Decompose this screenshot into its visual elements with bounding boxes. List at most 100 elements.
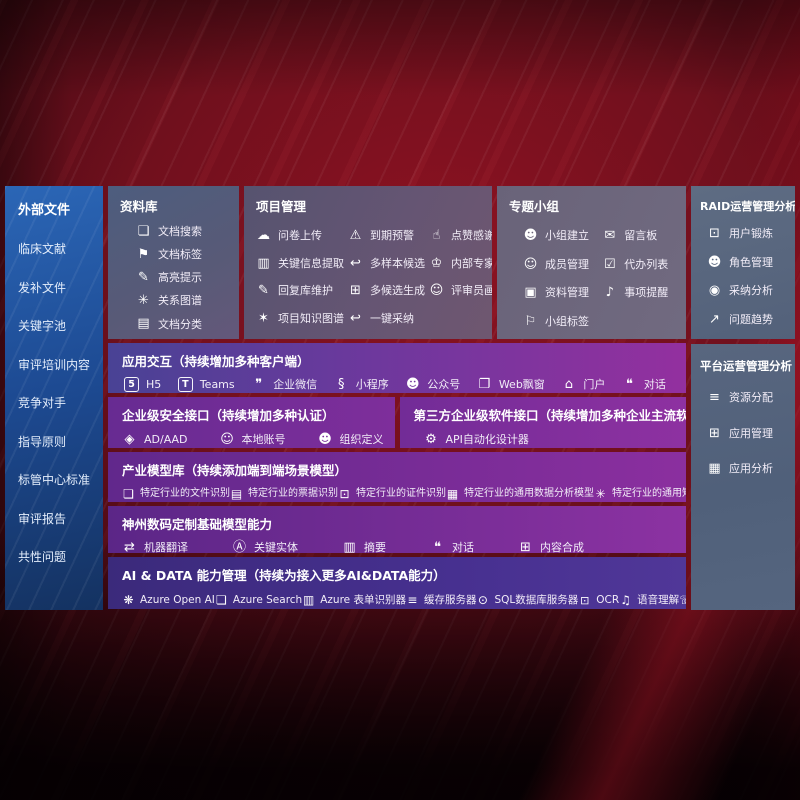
feature-item: ◈ AD/AAD	[122, 432, 188, 448]
feature-item-label: 特定行业的通用数据分析模型	[464, 488, 594, 500]
local-account-icon: ☺	[220, 432, 234, 447]
feature-item-label: 高亮提示	[158, 271, 202, 285]
reminder-bell-icon: ♪	[605, 285, 614, 301]
api-designer-icon: ⚙	[425, 432, 437, 447]
project-panel-items: ☁ 问卷上传 ⚠ 到期预警 ☝ 点赞感谢 ▥ 关键信息提取 ↩	[256, 228, 492, 327]
feature-item-label: 角色管理	[729, 255, 773, 269]
feature-item: ⊡ OCR	[578, 594, 619, 607]
feature-item: ▦ 特定行业的通用数据分析模型	[446, 487, 594, 501]
interface-rows: 企业级安全接口（持续增加多种认证） ◈ AD/AAD ☺ 本地账号 ☻ 组织定义	[108, 397, 686, 448]
feature-item: ↩ 一键采纳	[348, 311, 425, 327]
sidebar-item: 审评培训内容	[18, 356, 97, 373]
feature-item-label: 缓存服务器	[423, 593, 477, 606]
official-account-icon: ☻	[406, 377, 420, 392]
feature-item-label: 门户	[583, 378, 606, 392]
group-panel-title: 专题小组	[509, 199, 560, 214]
cache-server-icon: ≡	[407, 593, 418, 607]
feature-item-label: Web飘窗	[498, 378, 545, 392]
feature-item: ❝ 对话	[622, 377, 666, 393]
feature-item-label: 特定行业的文件识别	[140, 488, 230, 500]
message-board-icon: ✉	[604, 228, 616, 243]
feature-item: ♫ 语音理解	[619, 593, 679, 607]
project-panel-title: 项目管理	[256, 199, 307, 214]
sidebar-item: 标管中心标准	[18, 471, 97, 488]
feature-item-label: 本地账号	[241, 433, 286, 447]
speech-understanding-icon: ♫	[620, 593, 632, 607]
feature-item: ⚠ 到期预警	[348, 228, 425, 244]
feature-item: ❐ Web飘窗	[477, 377, 545, 393]
feature-item-label: 公众号	[427, 378, 461, 392]
tts-icon: ☏	[679, 593, 686, 607]
feature-item: ▥ 摘要	[342, 540, 386, 553]
sidebar-item: 审评报告	[18, 510, 97, 527]
feature-item: ☝ 点赞感谢	[429, 228, 492, 244]
h5-icon: 5	[124, 377, 139, 393]
feature-item: ⚙ API自动化设计器	[424, 432, 529, 448]
feature-item: ❏ 特定行业的文件识别	[122, 487, 230, 501]
feature-item-label: 点赞感谢	[451, 229, 492, 243]
feature-item: ☺ 成员管理	[523, 257, 598, 273]
feature-item-label: 问卷上传	[278, 229, 322, 243]
feature-item-label: 特定行业的通用知识图谱模型	[612, 488, 686, 500]
feature-item-label: 项目知识图谱	[278, 311, 344, 325]
sidebar-item-label: 关键字池	[18, 319, 67, 333]
feature-item: ▥ 关键信息提取	[256, 256, 344, 272]
feature-item: ♪ 事项提醒	[602, 285, 674, 301]
feature-item: ☻ 组织定义	[318, 432, 383, 448]
mini-program-icon: §	[337, 377, 345, 392]
member-management-icon: ☺	[523, 256, 538, 272]
feature-item: ▥ Azure 表单识别器	[302, 593, 406, 607]
feature-item-label: 应用管理	[729, 426, 773, 440]
machine-translation-icon: ⇄	[124, 540, 135, 553]
user-card-icon: ⊡	[709, 226, 720, 241]
feature-item: ▤ 特定行业的票据识别	[230, 487, 338, 501]
feature-item-label: 事项提醒	[624, 286, 669, 300]
todo-list-icon: ☑	[603, 256, 616, 272]
sidebar-item-label: 指导原则	[18, 434, 67, 449]
document-category-icon: ▤	[137, 316, 150, 332]
feature-item: ☁ 问卷上传	[256, 228, 344, 244]
feature-item: ⊞ 多候选生成	[348, 283, 425, 299]
file-recognition-icon: ❏	[123, 487, 134, 501]
platform-analysis-panel: 平台运营管理分析 ≡ 资源分配 ⊞ 应用管理 ▦ 应用分析	[691, 344, 795, 610]
ad-aad-icon: ◈	[124, 432, 135, 447]
feature-item: ❏ Azure Search	[215, 593, 302, 607]
sidebar-item-label: 共性问题	[18, 550, 67, 564]
sidebar-item: 竞争对手	[18, 394, 97, 411]
thumbs-up-icon: ☝	[432, 228, 441, 243]
adoption-analysis-icon: ◉	[708, 283, 721, 299]
feature-item-label: 对话	[452, 541, 474, 553]
ai-data-row: AI & DATA 能力管理（持续为接入更多AI&DATA能力） ❋ Azure…	[108, 557, 686, 609]
app-interaction-title: 应用交互（持续增加多种客户端）	[122, 354, 310, 369]
app-analysis-icon: ▦	[708, 461, 721, 477]
receipt-recognition-icon: ▤	[230, 487, 243, 501]
feature-item: ≡ 缓存服务器	[406, 593, 477, 607]
document-tag-icon: ⚑	[137, 247, 150, 263]
feature-item: ☻ 角色管理	[707, 255, 789, 271]
feature-item: ▦ 应用分析	[707, 461, 789, 477]
project-knowledge-graph-icon: ✶	[258, 310, 269, 326]
knowledge-graph-model-icon: ✳	[595, 487, 606, 501]
material-management-icon: ▣	[524, 285, 537, 301]
chat-icon: ❝	[434, 540, 441, 553]
feature-item-label: 对话	[643, 378, 666, 392]
industry-model-row: 产业模型库（持续添加端到端场景模型） ❏ 特定行业的文件识别 ▤ 特定行业的票据…	[108, 452, 686, 502]
feature-item-label: 小组建立	[545, 229, 589, 243]
feature-item-label: 资料管理	[545, 286, 589, 300]
group-panel-items: ☻ 小组建立 ✉ 留言板 ☺ 成员管理 ☑ 代办列表 ▣	[509, 228, 674, 329]
raid-panel-title: RAID运营管理分析	[700, 200, 795, 213]
feature-item-label: 成员管理	[545, 257, 589, 271]
feature-item-label: 用户锻炼	[729, 227, 773, 241]
cloud-upload-icon: ☁	[257, 228, 270, 243]
feature-item-label: 留言板	[624, 229, 658, 243]
base-model-row-items: ⇄ 机器翻译 Ⓐ 关键实体 ▥ 摘要 ❝ 对话 ⊞ 内容合成	[122, 539, 672, 553]
expert-ranking-icon: ♔	[430, 255, 443, 271]
feature-item-label: 关键信息提取	[278, 256, 344, 270]
azure-search-icon: ❏	[216, 593, 227, 607]
feature-item-label: 资源分配	[729, 391, 773, 405]
base-model-row: 神州数码定制基础模型能力 ⇄ 机器翻译 Ⓐ 关键实体 ▥ 摘要 ❝ 对话	[108, 506, 686, 553]
sidebar-item-label: 标管中心标准	[18, 473, 91, 487]
wechat-work-icon: ❞	[255, 377, 263, 392]
right-panels-column: RAID运营管理分析 ⊡ 用户锻炼 ☻ 角色管理 ◉ 采纳分析 ↗ 问题趋势	[691, 186, 795, 610]
